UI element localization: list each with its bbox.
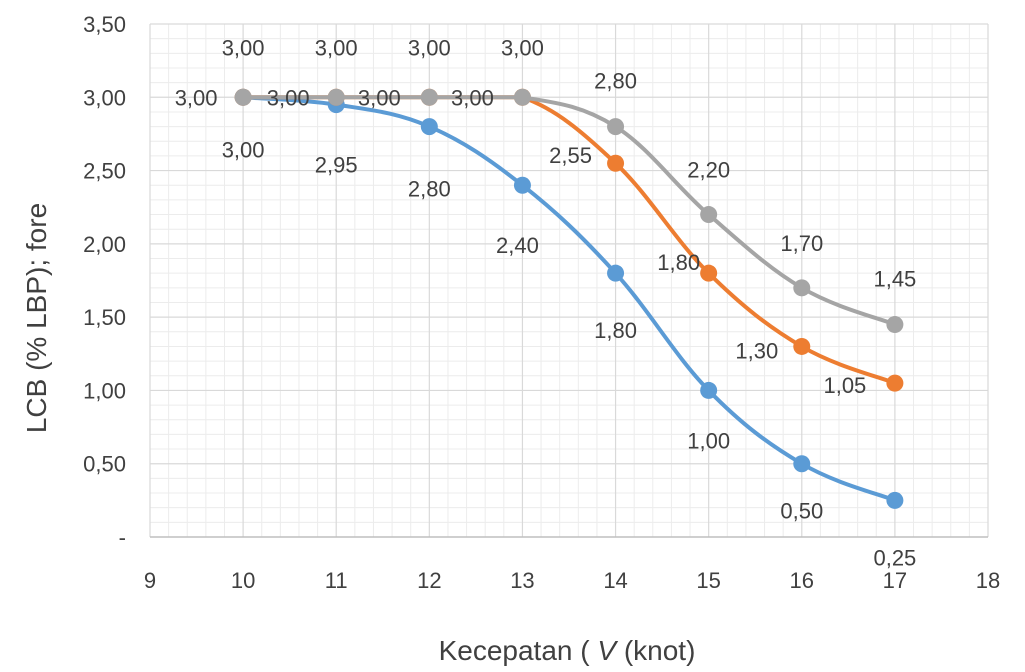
- data-label: 2,20: [687, 158, 730, 183]
- data-label: 2,40: [496, 233, 539, 258]
- y-axis-title: LCB (% LBP); fore: [21, 203, 52, 433]
- data-point: [420, 118, 438, 136]
- y-tick-label: -: [119, 525, 126, 550]
- data-point: [327, 88, 345, 106]
- data-label: 2,55: [549, 143, 592, 168]
- data-label: 2,95: [315, 153, 358, 178]
- data-point: [886, 374, 904, 392]
- data-label: 3,00: [267, 85, 310, 110]
- data-point: [700, 381, 718, 399]
- x-tick-labels: 9 10 11 12 13 14 15 16 17 18: [144, 568, 1000, 593]
- data-label: 3,00: [315, 35, 358, 60]
- x-axis-title: Kecepatan ( V (knot): [439, 635, 696, 666]
- series-line: [241, 95, 897, 503]
- data-point: [886, 491, 904, 509]
- x-tick-label: 11: [325, 568, 348, 593]
- x-tick-label: 13: [510, 568, 534, 593]
- data-labels: 3,002,952,802,401,801,000,500,253,00 3,00…: [175, 35, 917, 570]
- data-label: 3,00: [358, 85, 401, 110]
- data-label: 3,00: [451, 85, 494, 110]
- x-axis-title-variable: V: [597, 635, 618, 666]
- minor-gridlines: [150, 24, 988, 537]
- data-label: 0,25: [873, 545, 916, 570]
- y-tick-label: 2,00: [83, 232, 126, 257]
- x-tick-label: 9: [144, 568, 156, 593]
- data-label: 3,00: [501, 35, 544, 60]
- y-tick-label: 1,00: [83, 378, 126, 403]
- data-point: [886, 315, 904, 333]
- x-tick-label: 18: [976, 568, 1000, 593]
- data-point: [700, 206, 718, 224]
- data-label: 3,00: [175, 85, 218, 110]
- data-label: 2,80: [594, 69, 637, 94]
- series-3: [234, 88, 904, 333]
- data-point: [793, 279, 811, 297]
- data-point: [607, 118, 625, 136]
- data-label: 1,45: [873, 266, 916, 291]
- data-label: 1,80: [594, 318, 637, 343]
- data-point: [420, 88, 438, 106]
- data-point: [607, 154, 625, 172]
- data-label: 3,00: [222, 35, 265, 60]
- y-tick-label: 3,00: [83, 85, 126, 110]
- data-label: 1,00: [687, 428, 730, 453]
- data-label: 1,30: [735, 338, 778, 363]
- x-axis-title-prefix: Kecepatan (: [439, 635, 598, 666]
- data-point: [793, 337, 811, 355]
- series-group: [234, 88, 904, 509]
- x-tick-label: 10: [231, 568, 255, 593]
- x-axis-title-suffix: (knot): [616, 635, 695, 666]
- data-label: 0,50: [780, 499, 823, 524]
- data-label: 1,70: [780, 231, 823, 256]
- data-point: [700, 264, 718, 282]
- data-label: 1,05: [823, 373, 866, 398]
- y-tick-labels: - 0,50 1,00 1,50 2,00 2,50 3,00 3,50: [83, 12, 126, 550]
- x-tick-label: 17: [883, 568, 907, 593]
- data-label: 1,80: [657, 250, 700, 275]
- x-tick-label: 12: [417, 568, 441, 593]
- x-tick-label: 16: [790, 568, 814, 593]
- data-point: [513, 88, 531, 106]
- data-label: 2,80: [408, 177, 451, 202]
- y-tick-label: 0,50: [83, 452, 126, 477]
- y-tick-label: 2,50: [83, 159, 126, 184]
- x-tick-label: 15: [696, 568, 720, 593]
- x-tick-label: 14: [603, 568, 627, 593]
- data-point: [607, 264, 625, 282]
- data-point: [234, 88, 252, 106]
- y-tick-label: 1,50: [83, 305, 126, 330]
- data-point: [513, 176, 531, 194]
- data-label: 3,00: [408, 35, 451, 60]
- data-point: [793, 455, 811, 473]
- data-label: 3,00: [222, 137, 265, 162]
- y-tick-label: 3,50: [83, 12, 126, 37]
